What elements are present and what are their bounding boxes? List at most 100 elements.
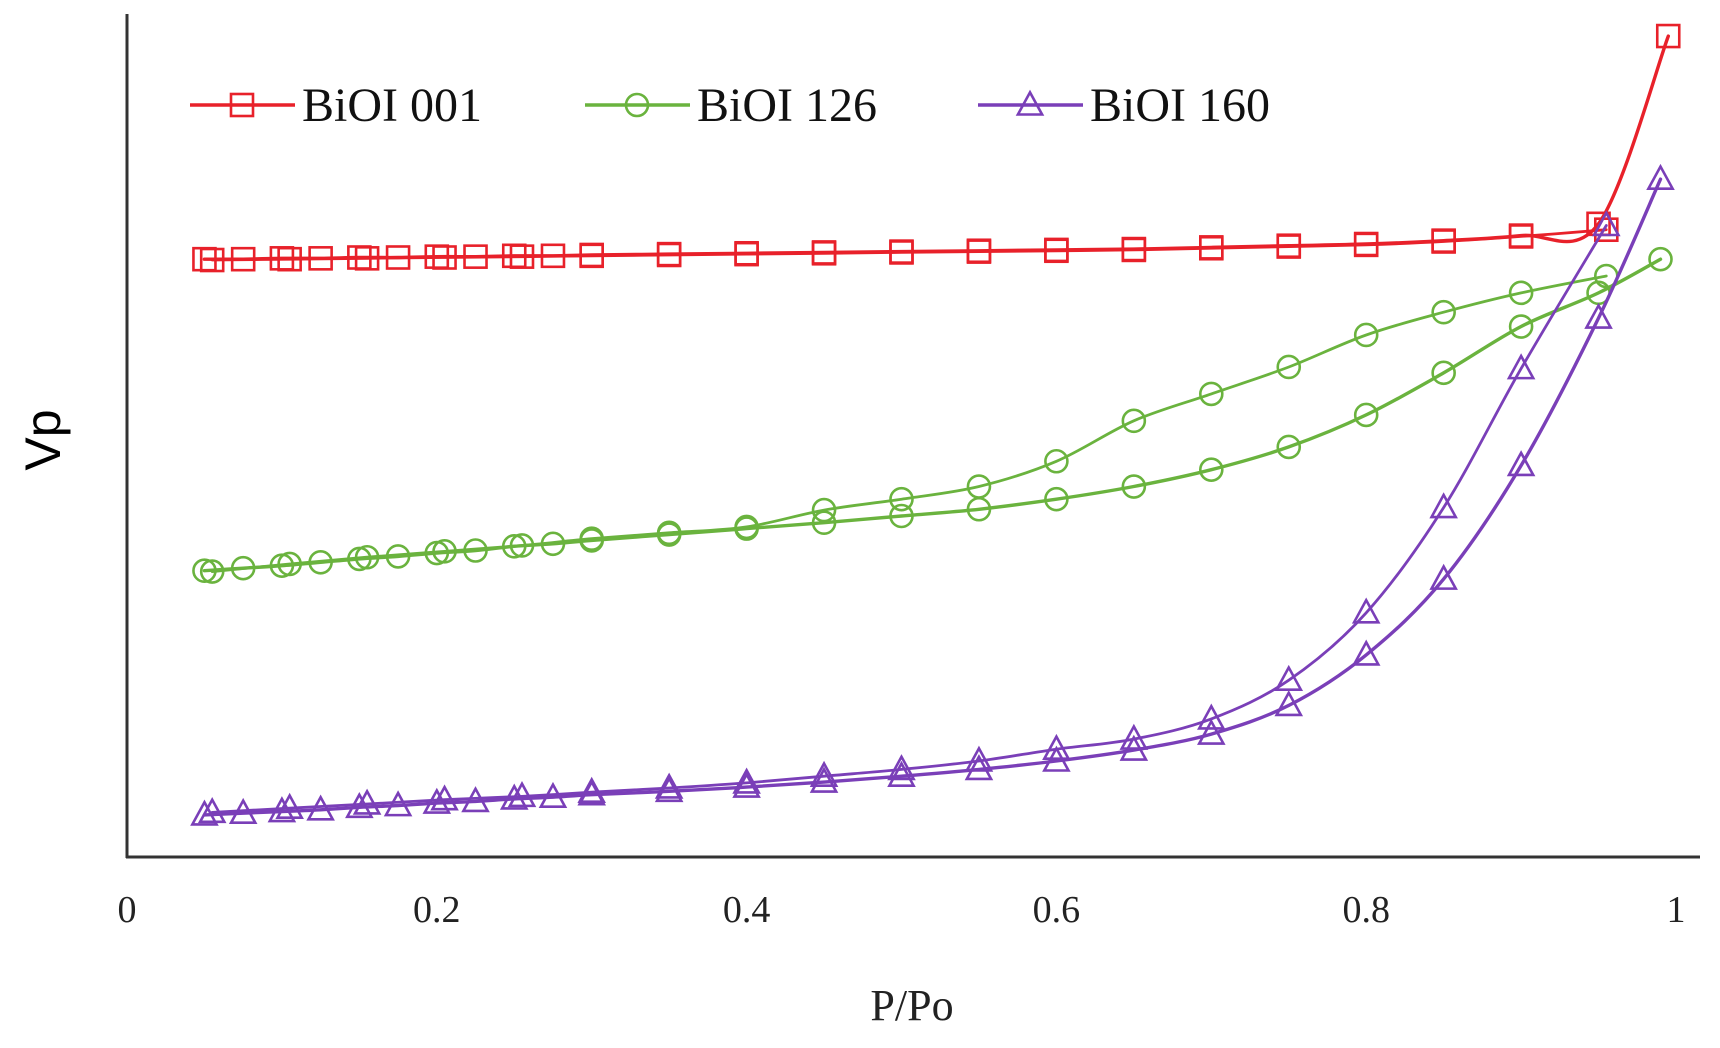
bioi-160-desorption-point (1197, 703, 1226, 730)
bioi-126-adsorption-point (1353, 402, 1379, 428)
bioi-126-adsorption-point (1276, 434, 1302, 460)
bioi-126-desorption-point (966, 474, 992, 499)
bioi-001-desorption-point (889, 240, 914, 265)
bioi-126-adsorption-point (1199, 457, 1224, 482)
bioi-126-desorption-line (210, 274, 1608, 573)
x-tick-label: 0.8 (1342, 889, 1390, 931)
bioi-001-desorption-line (210, 228, 1608, 262)
series-bioi-001 (192, 23, 1681, 273)
bioi-126-desorption-point (277, 551, 302, 577)
bioi-126-desorption-point (354, 544, 380, 570)
legend-item-bioi-126: BiOI 126 (585, 79, 877, 132)
x-tick-label: 0 (118, 889, 137, 931)
bioi-160-desorption-point (732, 767, 761, 794)
legend-marker (1015, 89, 1045, 116)
legend-marker (229, 92, 255, 118)
bioi-160-desorption-point (964, 745, 994, 772)
bioi-001-desorption-point (354, 246, 380, 271)
bioi-160-desorption-point (654, 772, 684, 799)
legend-item-bioi-160: BiOI 160 (978, 79, 1270, 132)
legend-marker (624, 92, 650, 118)
bioi-126-adsorption-point (1431, 360, 1456, 386)
bioi-160-desorption-point (1274, 664, 1304, 691)
bioi-126-adsorption-point (1044, 486, 1069, 512)
bioi-001-desorption-point (1199, 235, 1224, 261)
bioi-126-desorption-point (1508, 280, 1534, 306)
bioi-001-desorption-point (277, 246, 302, 272)
bioi-160-adsorption-point (964, 754, 994, 781)
bioi-001-desorption-point (199, 247, 225, 273)
bioi-126-desorption-point (889, 486, 914, 512)
plot-layer (190, 23, 1681, 826)
bioi-001-desorption-point (1044, 238, 1069, 264)
bioi-126-adsorption-point (1121, 474, 1147, 499)
bioi-126-desorption-point (1044, 448, 1069, 474)
x-tick-label: 0.6 (1033, 889, 1081, 931)
bioi-160-adsorption-point (887, 760, 916, 787)
bioi-001-adsorption-point (1655, 23, 1681, 49)
bioi-160-desorption-point (1351, 597, 1381, 624)
x-axis-title: P/Po (870, 981, 953, 1030)
bioi-160-desorption-point (197, 797, 227, 824)
legend-label: BiOI 160 (1090, 79, 1270, 132)
bioi-126-desorption-point (811, 497, 837, 523)
bioi-160-desorption-point (1429, 492, 1458, 519)
axes (125, 14, 1700, 859)
bioi-001-desorption-point (1593, 217, 1619, 243)
bioi-160-desorption-point (1042, 733, 1071, 761)
bioi-001-desorption-point (1121, 237, 1147, 263)
bioi-126-desorption-point (579, 526, 605, 552)
bioi-126-desorption-point (1431, 299, 1456, 325)
bioi-126-adsorption-point (1508, 314, 1534, 339)
bioi-001-desorption-point (811, 240, 837, 266)
bioi-160-desorption-line (210, 224, 1608, 814)
bioi-126-desorption-point (1199, 381, 1224, 407)
bioi-001-desorption-point (509, 244, 535, 269)
bioi-001-desorption-point (1508, 224, 1534, 249)
bioi-001-desorption-point (734, 241, 759, 267)
bioi-160-adsorption-point (732, 771, 761, 798)
bioi-160-adsorption-point (306, 794, 335, 821)
bioi-160-adsorption-point (1584, 302, 1613, 329)
bioi-160-adsorption-point (1274, 690, 1304, 717)
bioi-001-desorption-point (1431, 229, 1456, 254)
x-tick-label: 0.2 (413, 889, 461, 931)
y-axis-title: Vp (15, 409, 71, 470)
bioi-126-desorption-point (656, 520, 682, 546)
bioi-126-desorption-point (199, 559, 225, 584)
bioi-001-desorption-point (432, 245, 457, 270)
bioi-160-desorption-point (275, 792, 304, 819)
bioi-001-desorption-point (1353, 232, 1379, 258)
bioi-001-desorption-point (966, 239, 992, 264)
bioi-126-desorption-point (1121, 408, 1147, 434)
legend: BiOI 001 BiOI 126 BiOI 160 (190, 79, 1270, 132)
bioi-160-adsorption-point (1429, 563, 1458, 590)
bioi-126-desorption-point (1276, 354, 1302, 380)
bioi-160-adsorption-point (1506, 450, 1536, 477)
bioi-126-desorption-point (509, 533, 535, 558)
bioi-126-desorption-point (734, 514, 759, 540)
bioi-126-desorption-point (1353, 322, 1379, 348)
bioi-160-desorption-point (507, 781, 537, 808)
bioi-001-desorption-point (1276, 234, 1302, 259)
bioi-160-desorption-point (809, 760, 839, 787)
bioi-160-adsorption-point (1351, 639, 1381, 666)
bioi-160-adsorption-point (190, 799, 219, 826)
bioi-160-desorption-point (1119, 723, 1149, 750)
bioi-160-adsorption-line (202, 177, 1663, 817)
bioi-160-desorption-point (577, 776, 606, 803)
legend-label: BiOI 126 (697, 79, 877, 132)
series-bioi-160 (190, 163, 1675, 826)
bioi-001-desorption-point (656, 242, 682, 268)
x-tick-label: 1 (1667, 889, 1686, 931)
bioi-126-adsorption-point (889, 503, 914, 529)
x-tick-label: 0.4 (723, 889, 771, 931)
bioi-126-adsorption-point (1648, 246, 1673, 272)
bioi-160-adsorption-point (1197, 718, 1226, 745)
bioi-160-adsorption-point (1646, 163, 1675, 190)
bioi-160-desorption-point (1506, 353, 1536, 380)
bioi-160-adsorption-point (383, 790, 413, 817)
series-bioi-126 (192, 246, 1673, 584)
